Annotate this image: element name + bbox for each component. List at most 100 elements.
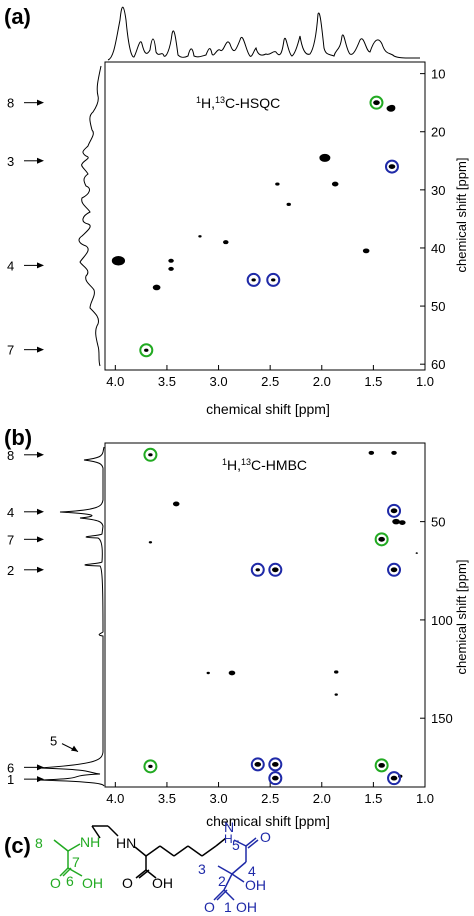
panel-b-plot-frame [104,442,426,788]
atom-label-4: 4 [248,863,256,879]
atom-label-oh-bottom: OH [236,899,257,915]
annotation-label: 3 [7,154,14,169]
x-tick-label: 2.0 [313,791,331,806]
peak-marker [271,278,276,282]
x-tick-label: 2.0 [313,374,331,389]
panel-a-plot-frame [104,61,426,371]
peak-marker [272,567,279,573]
peak-marker [415,552,418,554]
highlight-circle-blue [387,771,402,786]
highlight-circle-green [139,343,154,358]
y-tick-label: 10 [431,67,445,82]
x-tick-label: 2.5 [261,374,279,389]
atom-label-o-left: O [204,899,215,915]
black-linker-bonds [91,825,227,879]
panel-b-marks: 4.0 3.5 3.0 2.5 2.0 1.5 1.0 50 100 150 8 4 7 2 5 61 [7,447,453,806]
annotation-label: 8 [7,96,14,111]
y-tick-label: 50 [431,299,445,314]
y-tick-label: 60 [431,357,445,372]
annotation-arrowhead [71,745,78,752]
blue-fragment-bonds [213,837,259,901]
atom-label-2: 2 [218,873,226,889]
peak-marker [334,670,339,674]
x-tick-label: 1.0 [416,791,434,806]
black-linker-labels: HN O OH [116,835,173,891]
atom-label-3: 3 [198,861,206,877]
panel-b: (b) 4.0 3.5 3.0 2.5 2.0 1.5 1.0501001508472561… [4,425,469,829]
y-tick-label: 50 [431,515,445,530]
peak-marker [223,240,229,245]
highlight-circle-blue [250,757,265,772]
annotation-arrowhead [37,99,44,106]
peak-marker [111,255,126,266]
x-tick-label: 3.5 [158,791,176,806]
highlight-circle-blue [250,562,265,577]
highlight-circle-blue [387,562,402,577]
x-tick-label: 3.0 [210,791,228,806]
peak-marker [286,202,291,206]
x-tick-label: 1.0 [416,374,434,389]
atom-label-o-black: O [122,875,133,891]
atom-label-n-blue: N [224,819,234,835]
panel-c-structure: (c) 8 7 6 NH O OH [4,819,271,915]
peak-marker [272,775,279,781]
y-tick-label: 30 [431,183,445,198]
atom-label-hn-black: HN [116,835,136,851]
highlight-circle-green [143,447,158,462]
panel-a-marks: 4.0 3.5 3.0 2.5 2.0 1.5 1.0 10 20 30 40 50 60 8 3 4 7 [7,67,445,389]
atom-label-o-right: O [260,829,271,845]
peak-marker [148,764,153,768]
peak-marker [390,567,398,573]
peak-marker [391,450,397,455]
atom-label-oh-green: OH [82,875,103,891]
panel-a-1h-projection [107,6,420,61]
peak-marker [388,104,396,110]
green-fragment-bonds [53,839,83,877]
panel-a-title: 1H,13C-HSQC [196,95,280,111]
peak-marker [390,775,398,781]
peak-marker [373,100,380,106]
atom-label-oh-mid: OH [245,877,266,893]
highlight-circle-green [369,95,384,110]
panel-a-label: (a) [4,4,31,29]
atom-label-o-green: O [50,875,61,891]
peak-marker [378,762,385,768]
peak-marker [148,541,153,544]
highlight-circle-blue [266,272,281,287]
peak-marker [392,518,400,525]
peak-marker [398,520,406,526]
panel-a-xlabel: chemical shift [ppm] [206,401,330,417]
peak-marker [251,278,256,282]
annotation-arrowhead [37,157,44,164]
blue-fragment-labels: N H O 5 4 3 2 OH O 1 OH [198,819,271,915]
annotation-label: 8 [7,448,14,463]
highlight-circle-green [374,758,389,773]
peak-marker [144,348,149,352]
y-tick-label: 100 [431,613,453,628]
panel-b-title: 1H,13C-HMBC [222,457,307,473]
peak-marker [390,508,398,514]
annotation-label: 5 [50,734,57,749]
atom-label-5: 5 [232,837,240,853]
peak-marker [198,235,202,238]
panel-b-xlabel: chemical shift [ppm] [206,813,330,829]
panel-b-label: (b) [4,425,32,450]
annotation-label: 4 [7,258,14,273]
peak-marker [275,182,280,186]
annotation-arrowhead [37,764,44,771]
x-tick-label: 3.0 [210,374,228,389]
x-tick-label: 2.5 [261,791,279,806]
panel-a-13c-projection [78,65,102,367]
peak-marker [368,450,375,455]
highlight-circle-blue [387,503,402,518]
highlight-circle-blue [268,757,283,772]
highlight-circle-blue [268,771,283,786]
atom-label-h-blue: H [224,832,233,846]
annotation-arrowhead [37,508,44,515]
peak-marker [378,536,385,542]
atom-label-1: 1 [224,899,232,915]
annotation-arrowhead [37,536,44,543]
x-tick-label: 1.5 [364,374,382,389]
annotation-label: 4 [7,505,14,520]
panel-b-ylabel: chemical shift [ppm] [454,560,469,675]
